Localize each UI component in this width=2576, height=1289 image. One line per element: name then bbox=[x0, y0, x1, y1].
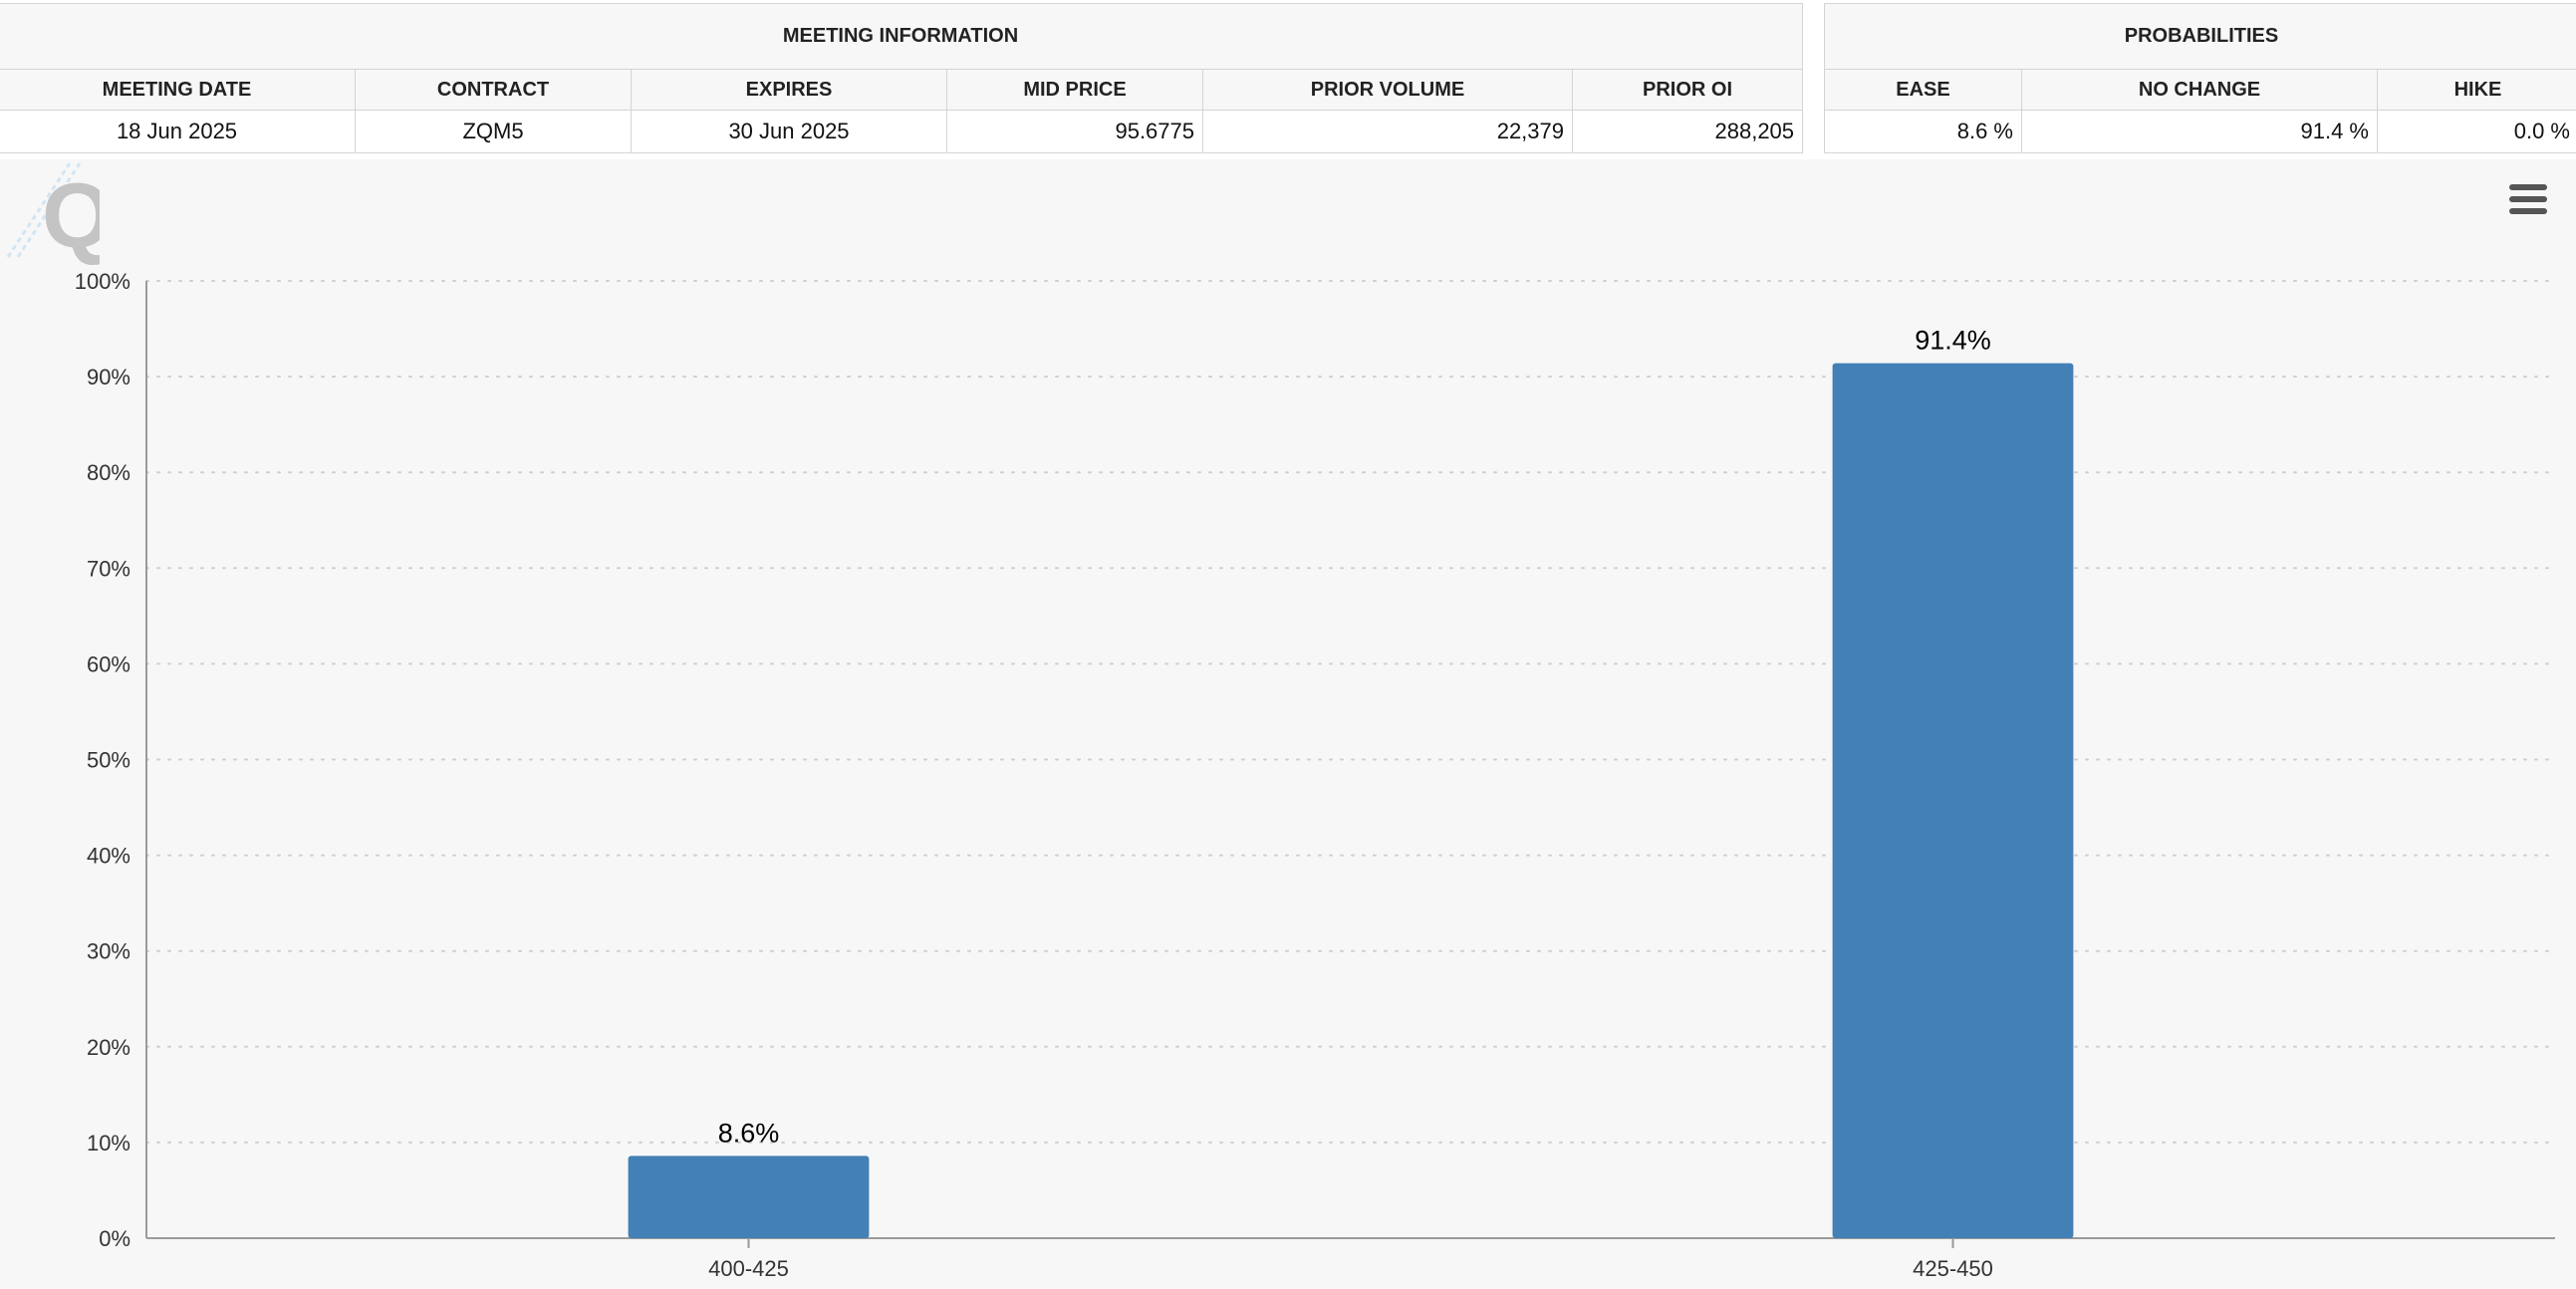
y-tick-label: 10% bbox=[87, 1131, 130, 1156]
bar bbox=[628, 1156, 870, 1238]
svg-text:Q: Q bbox=[42, 165, 100, 267]
hike-value: 0.0 % bbox=[2377, 110, 2576, 153]
prior-volume-value: 22,379 bbox=[1202, 110, 1573, 153]
y-tick-label: 70% bbox=[87, 556, 130, 581]
meeting-date-value: 18 Jun 2025 bbox=[0, 110, 356, 153]
expires-value: 30 Jun 2025 bbox=[631, 110, 947, 153]
mid-price-value: 95.6775 bbox=[946, 110, 1203, 153]
header-prior-oi: PRIOR OI bbox=[1571, 69, 1804, 111]
y-tick-label: 20% bbox=[87, 1035, 130, 1060]
y-tick-label: 100% bbox=[75, 269, 130, 294]
header-contract: CONTRACT bbox=[355, 69, 632, 111]
q-logo-watermark-icon: Q bbox=[6, 162, 100, 267]
contract-value: ZQM5 bbox=[355, 110, 632, 153]
header-expires: EXPIRES bbox=[631, 69, 947, 111]
chart-canvas: 0% 10% 20% 30% 40% 50% 60% 70% 80% 90% 100% 8.6% 400… bbox=[75, 269, 2556, 1281]
probability-chart: 0% 10% 20% 30% 40% 50% 60% 70% 80% 90% 100% 8.6% 400… bbox=[0, 159, 2576, 1289]
x-tick-label: 400-425 bbox=[708, 1256, 789, 1281]
y-tick-label: 90% bbox=[87, 365, 130, 389]
header-hike: HIKE bbox=[2377, 69, 2576, 111]
no-change-value: 91.4 % bbox=[2021, 110, 2378, 153]
data-label: 91.4% bbox=[1915, 326, 1991, 356]
y-tick-label: 40% bbox=[87, 844, 130, 869]
header-ease: EASE bbox=[1824, 69, 2022, 111]
header-mid-price: MID PRICE bbox=[946, 69, 1203, 111]
data-label: 8.6% bbox=[718, 1118, 780, 1148]
header-no-change: NO CHANGE bbox=[2021, 69, 2378, 111]
header-meeting-date: MEETING DATE bbox=[0, 69, 356, 111]
y-tick-label: 0% bbox=[99, 1226, 130, 1251]
prior-oi-value: 288,205 bbox=[1571, 110, 1804, 153]
meeting-information-table: MEETING INFORMATION MEETING DATE CONTRAC… bbox=[0, 3, 1804, 153]
header-prior-volume: PRIOR VOLUME bbox=[1202, 69, 1573, 111]
y-tick-label: 60% bbox=[87, 651, 130, 676]
y-tick-label: 50% bbox=[87, 748, 130, 773]
meeting-information-title: MEETING INFORMATION bbox=[0, 3, 1804, 70]
x-tick-label: 425-450 bbox=[1913, 1256, 1993, 1281]
hamburger-menu-icon[interactable] bbox=[2509, 184, 2547, 218]
y-tick-label: 30% bbox=[87, 939, 130, 964]
y-tick-label: 80% bbox=[87, 460, 130, 485]
probabilities-table: PROBABILITIES EASE NO CHANGE HIKE 8.6 % … bbox=[1824, 3, 2576, 153]
ease-value: 8.6 % bbox=[1824, 110, 2022, 153]
probabilities-title: PROBABILITIES bbox=[1824, 3, 2576, 70]
bar bbox=[1832, 363, 2074, 1238]
